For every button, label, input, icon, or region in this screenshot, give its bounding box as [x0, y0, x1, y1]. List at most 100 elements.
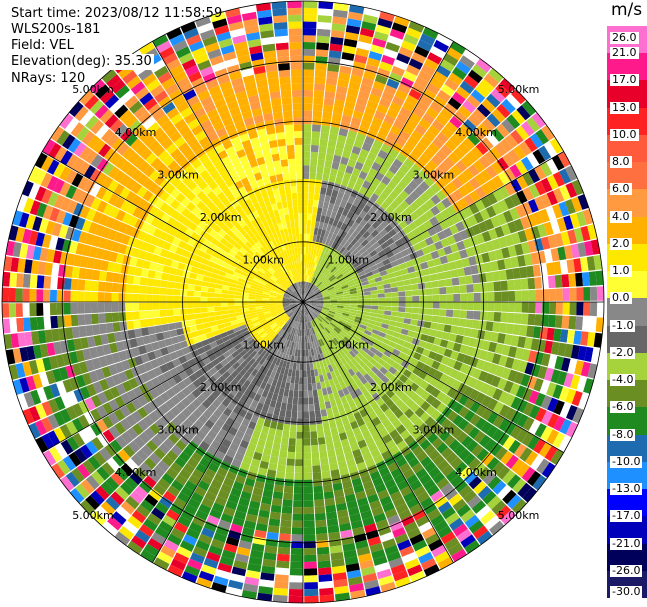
- gate-cell: [367, 493, 379, 504]
- gate-cell: [127, 329, 136, 339]
- gate-cell: [280, 519, 292, 528]
- gate-cell: [260, 265, 268, 272]
- gate-cell: [293, 291, 299, 298]
- gate-cell: [196, 323, 204, 331]
- gate-cell: [295, 459, 303, 467]
- gate-cell: [261, 276, 269, 282]
- gate-cell: [473, 481, 487, 495]
- gate-cell: [430, 194, 441, 205]
- gate-cell: [282, 265, 288, 273]
- gate-cell: [492, 414, 505, 428]
- gate-cell: [593, 332, 603, 348]
- gate-cell: [294, 472, 303, 480]
- gate-cell: [153, 483, 167, 496]
- gate-cell: [184, 243, 194, 252]
- gate-cell: [98, 237, 108, 249]
- gate-cell: [188, 474, 201, 486]
- gate-cell: [209, 277, 217, 284]
- gate-cell: [47, 159, 60, 175]
- gate-cell: [188, 71, 202, 83]
- gate-cell: [203, 224, 213, 234]
- gate-cell: [345, 136, 356, 146]
- gate-cell: [252, 187, 261, 196]
- gate-cell: [336, 220, 343, 229]
- gate-cell: [481, 408, 493, 421]
- gate-cell: [79, 205, 91, 219]
- gate-cell: [354, 455, 365, 465]
- gate-cell: [362, 314, 370, 320]
- gate-cell: [136, 504, 151, 518]
- gate-cell: [309, 303, 317, 305]
- gate-cell: [249, 288, 257, 292]
- gate-cell: [214, 297, 221, 302]
- gate-cell: [53, 250, 62, 264]
- gate-cell: [340, 357, 348, 365]
- gate-cell: [225, 221, 234, 230]
- gate-cell: [443, 156, 455, 169]
- gate-cell: [329, 126, 340, 135]
- gate-cell: [361, 566, 376, 577]
- gate-cell: [418, 255, 427, 264]
- gate-cell: [419, 354, 428, 364]
- gate-cell: [311, 277, 316, 284]
- gate-cell: [298, 289, 301, 296]
- gate-cell: [583, 378, 594, 394]
- gate-cell: [324, 216, 331, 224]
- gate-cell: [580, 225, 591, 242]
- gate-cell: [398, 130, 411, 141]
- gate-cell: [209, 320, 218, 327]
- gate-cell: [546, 327, 555, 341]
- gate-cell: [66, 200, 78, 214]
- gate-cell: [278, 311, 286, 316]
- gate-cell: [125, 293, 133, 302]
- gate-cell: [478, 273, 487, 283]
- gate-cell: [200, 297, 208, 302]
- gate-cell: [496, 123, 510, 138]
- gate-cell: [197, 346, 206, 355]
- gate-cell: [377, 525, 392, 536]
- gate-cell: [9, 272, 18, 287]
- gate-cell: [307, 254, 311, 262]
- gate-cell: [283, 250, 288, 258]
- gate-cell: [375, 438, 386, 448]
- gate-cell: [100, 333, 109, 345]
- gate-cell: [375, 317, 384, 323]
- gate-cell: [374, 562, 390, 573]
- gate-cell: [540, 426, 553, 442]
- gate-cell: [202, 322, 211, 329]
- gate-cell: [138, 302, 146, 311]
- gate-cell: [279, 450, 288, 459]
- gate-cell: [272, 273, 279, 280]
- gate-cell: [10, 333, 20, 348]
- gate-cell: [339, 199, 348, 209]
- gate-cell: [267, 525, 280, 534]
- gate-cell: [394, 343, 403, 352]
- gate-cell: [361, 280, 369, 286]
- gate-cell: [203, 125, 216, 137]
- gate-cell: [352, 526, 365, 536]
- gate-cell: [498, 355, 508, 367]
- gate-cell: [419, 380, 430, 390]
- gate-cell: [222, 139, 233, 150]
- gate-cell: [197, 220, 207, 230]
- gate-cell: [206, 164, 217, 175]
- gate-cell: [508, 302, 516, 313]
- gate-cell: [344, 187, 353, 196]
- gate-cell: [220, 44, 235, 55]
- gate-cell: [369, 500, 382, 510]
- gate-cell: [164, 258, 173, 267]
- gate-cell: [354, 388, 363, 397]
- gate-cell: [467, 113, 482, 128]
- gate-cell: [287, 270, 292, 278]
- gate-cell: [224, 432, 235, 443]
- gate-cell: [376, 206, 385, 216]
- gate-cell: [269, 196, 276, 205]
- gate-cell: [472, 244, 482, 256]
- gate-cell: [309, 342, 313, 350]
- gate-cell: [316, 324, 322, 332]
- gate-cell: [264, 314, 272, 319]
- gate-cell: [296, 425, 303, 432]
- gate-cell: [315, 214, 322, 222]
- gate-cell: [303, 295, 305, 302]
- gate-cell: [393, 119, 405, 130]
